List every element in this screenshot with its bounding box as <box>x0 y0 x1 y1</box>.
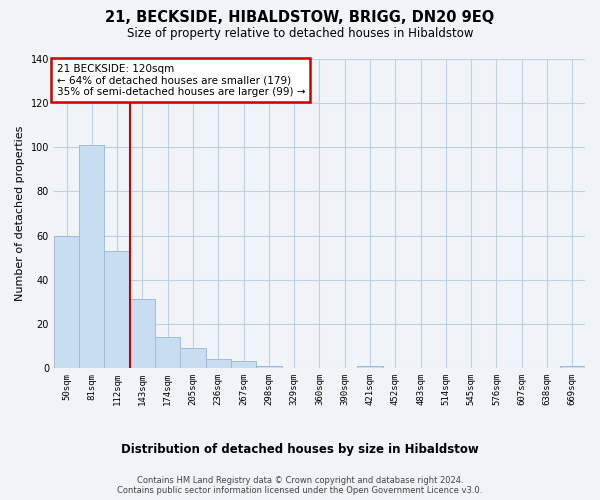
Bar <box>358 366 383 368</box>
Bar <box>79 145 104 368</box>
Bar <box>104 251 130 368</box>
Text: 21, BECKSIDE, HIBALDSTOW, BRIGG, DN20 9EQ: 21, BECKSIDE, HIBALDSTOW, BRIGG, DN20 9E… <box>106 10 494 25</box>
Bar <box>130 300 155 368</box>
Bar <box>54 236 79 368</box>
Bar <box>231 362 256 368</box>
Text: Size of property relative to detached houses in Hibaldstow: Size of property relative to detached ho… <box>127 28 473 40</box>
Text: Contains HM Land Registry data © Crown copyright and database right 2024.
Contai: Contains HM Land Registry data © Crown c… <box>118 476 482 495</box>
Text: 21 BECKSIDE: 120sqm
← 64% of detached houses are smaller (179)
35% of semi-detac: 21 BECKSIDE: 120sqm ← 64% of detached ho… <box>56 64 305 97</box>
Bar <box>256 366 281 368</box>
Bar <box>155 337 181 368</box>
Y-axis label: Number of detached properties: Number of detached properties <box>15 126 25 301</box>
Bar <box>206 359 231 368</box>
Bar <box>560 366 585 368</box>
Bar <box>181 348 206 368</box>
Text: Distribution of detached houses by size in Hibaldstow: Distribution of detached houses by size … <box>121 442 479 456</box>
